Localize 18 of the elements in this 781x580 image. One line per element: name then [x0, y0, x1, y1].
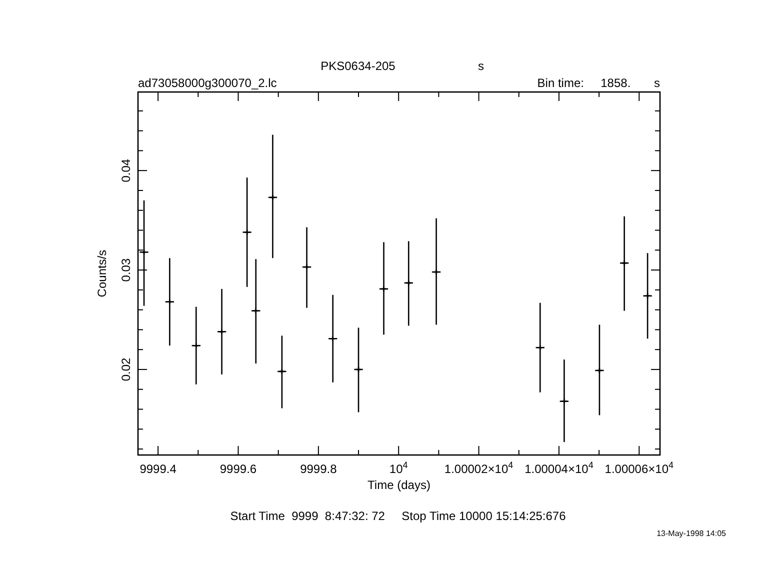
x-tick-label: 9999.4	[140, 462, 177, 476]
text: Bin time: 1858. s	[537, 76, 660, 90]
text: s	[478, 59, 484, 73]
x-tick-label: 9999.6	[220, 462, 257, 476]
text: Start Time 9999 8:47:32: 72 Stop Time 10000 15:14:25:676	[230, 509, 566, 523]
x-tick-label: 1.00004×10$^{4}$	[524, 460, 594, 476]
x-tick-label: 1.00002×10$^{4}$	[444, 460, 514, 476]
chart-subtitle: ad73058000g300070_2.lc	[138, 76, 277, 90]
y-axis-title: Counts/s	[95, 250, 109, 298]
text: 13-May-1998 14:05	[656, 529, 727, 538]
x-tick-label: 1.00006×10$^{4}$	[604, 460, 674, 476]
x-axis-title: Time (days)	[368, 478, 430, 492]
x-tick-label: 9999.8	[300, 462, 338, 476]
x-tick-label: 10$^{4}$	[389, 460, 408, 476]
y-tick-label: 0.04	[119, 158, 134, 182]
y-tick-label: 0.02	[119, 357, 134, 382]
chart-title: PKS0634-205	[320, 59, 396, 73]
y-tick-label: 0.03	[119, 258, 134, 282]
